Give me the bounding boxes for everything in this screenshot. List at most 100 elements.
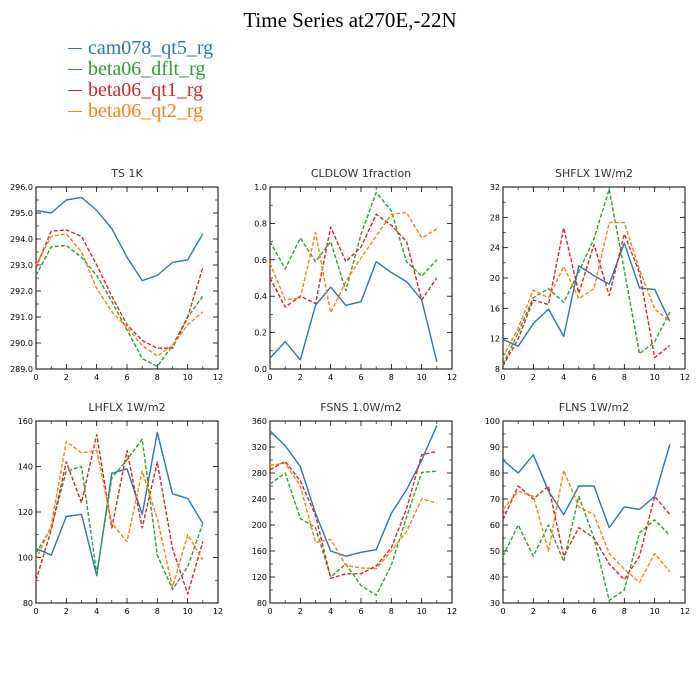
panel-title: CLDLOW 1fraction — [311, 167, 411, 180]
y-tick-label: 289.0 — [10, 365, 33, 374]
plot-frame — [269, 420, 453, 604]
legend-label: beta06_qt2_rg — [88, 100, 204, 122]
plot-frame — [502, 420, 686, 604]
series-line — [269, 211, 438, 314]
y-tick-label: 20 — [490, 274, 500, 283]
x-tick-label: 4 — [328, 607, 333, 616]
y-tick-label: 120 — [18, 508, 33, 517]
y-tick-label: 0.0 — [254, 365, 267, 374]
y-tick-label: 1.0 — [254, 183, 267, 192]
y-tick-label: 291.0 — [10, 313, 33, 322]
figure-title: Time Series at270E,-22N — [243, 8, 457, 32]
x-tick-label: 8 — [389, 607, 394, 616]
legend-swatch — [68, 90, 82, 91]
series-line — [269, 260, 438, 362]
y-tick-label: 240 — [252, 495, 267, 504]
y-tick-label: 292.0 — [10, 287, 33, 296]
x-tick-label: 2 — [64, 607, 69, 616]
y-tick-label: 80 — [490, 469, 500, 478]
legend-label: beta06_dflt_rg — [88, 58, 206, 80]
legend-item: cam078_qt5_rg — [68, 38, 213, 59]
y-tick-label: 24 — [490, 244, 500, 253]
x-tick-label: 6 — [591, 607, 596, 616]
x-tick-label: 8 — [389, 373, 394, 382]
y-tick-label: 200 — [252, 521, 267, 530]
plot-frame — [35, 420, 219, 604]
y-tick-label: 296.0 — [10, 183, 33, 192]
series-line — [269, 213, 438, 308]
y-tick-label: 30 — [490, 599, 500, 608]
x-tick-label: 4 — [561, 373, 566, 382]
legend-label: cam078_qt5_rg — [88, 37, 214, 59]
panel-title: FSNS 1.0W/m2 — [320, 401, 402, 414]
series-line — [502, 221, 671, 358]
y-tick-label: 0.8 — [254, 219, 267, 228]
y-tick-label: 8 — [495, 365, 500, 374]
legend-swatch — [68, 111, 82, 112]
y-tick-label: 290.0 — [10, 339, 33, 348]
x-tick-label: 0 — [267, 373, 272, 382]
x-tick-label: 12 — [680, 607, 690, 616]
panel: CLDLOW 1fraction 0 2 4 6 8 10 12 0.0 0.2 0.4 0.6 0.8… — [254, 167, 457, 382]
panel: TS 1K 0 2 4 6 8 10 12 289.0 290.0 291.0 292.0 293.0 2… — [10, 167, 223, 382]
x-tick-label: 2 — [531, 373, 536, 382]
x-tick-label: 4 — [94, 607, 99, 616]
x-tick-label: 0 — [500, 607, 505, 616]
series-line — [35, 438, 204, 591]
legend-item: beta06_qt2_rg — [68, 101, 213, 122]
x-tick-label: 10 — [417, 373, 427, 382]
y-tick-label: 0.6 — [254, 256, 267, 265]
series-line — [35, 229, 204, 349]
y-tick-label: 16 — [490, 304, 500, 313]
x-tick-label: 10 — [183, 607, 193, 616]
x-tick-label: 10 — [183, 373, 193, 382]
x-tick-label: 0 — [33, 373, 38, 382]
x-tick-label: 8 — [155, 373, 160, 382]
x-tick-label: 12 — [213, 607, 223, 616]
x-tick-label: 0 — [33, 607, 38, 616]
y-tick-label: 28 — [490, 213, 500, 222]
series-line — [269, 191, 438, 292]
x-tick-label: 8 — [622, 607, 627, 616]
panel-title: SHFLX 1W/m2 — [555, 167, 633, 180]
series-line — [269, 470, 437, 596]
panel-title: LHFLX 1W/m2 — [88, 401, 165, 414]
y-tick-label: 50 — [490, 547, 500, 556]
y-tick-label: 32 — [490, 183, 500, 192]
x-tick-label: 6 — [591, 373, 596, 382]
panel-title: FLNS 1W/m2 — [559, 401, 629, 414]
plot-frame — [269, 186, 453, 370]
plot-frame — [35, 186, 219, 370]
y-tick-label: 60 — [490, 521, 500, 530]
series-line — [269, 462, 437, 570]
x-tick-label: 4 — [328, 373, 333, 382]
y-tick-label: 40 — [490, 573, 500, 582]
x-tick-label: 10 — [650, 607, 660, 616]
series-line — [502, 188, 671, 365]
series-line — [502, 242, 671, 347]
y-tick-label: 90 — [490, 443, 500, 452]
x-tick-label: 2 — [298, 607, 303, 616]
x-tick-label: 10 — [417, 607, 427, 616]
plot-frame — [502, 186, 686, 370]
y-tick-label: 294.0 — [10, 235, 33, 244]
series-line — [502, 495, 671, 602]
legend: cam078_qt5_rg beta06_dflt_rg beta06_qt1_… — [68, 38, 213, 122]
y-tick-label: 12 — [490, 335, 500, 344]
series-line — [35, 233, 204, 357]
x-tick-label: 8 — [622, 373, 627, 382]
x-tick-label: 2 — [298, 373, 303, 382]
series-line — [35, 196, 204, 282]
panel-title: TS 1K — [110, 167, 143, 180]
x-tick-label: 12 — [213, 373, 223, 382]
x-tick-label: 6 — [124, 373, 129, 382]
panel: FLNS 1W/m2 0 2 4 6 8 10 12 30 40 50 60 70 80 90 100 — [485, 401, 690, 616]
x-tick-label: 6 — [124, 607, 129, 616]
panel: FSNS 1.0W/m2 0 2 4 6 8 10 12 80 120 160 200 240 280 32… — [252, 401, 457, 616]
y-tick-label: 0.4 — [254, 292, 267, 301]
y-tick-label: 100 — [18, 554, 33, 563]
y-tick-label: 160 — [252, 547, 267, 556]
x-tick-label: 12 — [447, 373, 457, 382]
